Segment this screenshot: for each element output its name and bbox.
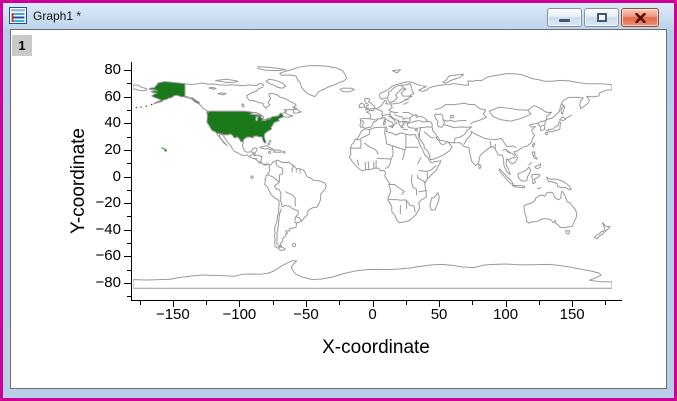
y-minor-tick (127, 296, 131, 298)
y-tick-label: −20 (95, 194, 121, 212)
y-minor-tick (127, 243, 131, 245)
graph-window-icon (9, 7, 27, 24)
region-eurasia (360, 74, 612, 175)
y-major-tick (124, 256, 131, 258)
y-major-tick (124, 149, 131, 151)
x-minor-tick (472, 301, 474, 305)
y-tick-label: −60 (95, 247, 121, 265)
restore-button[interactable] (584, 8, 619, 27)
x-major-tick (505, 301, 507, 307)
y-minor-tick (127, 163, 131, 165)
x-minor-tick (139, 301, 141, 305)
y-minor-tick (127, 136, 131, 138)
x-minor-tick (605, 301, 607, 305)
y-major-tick (124, 96, 131, 98)
restore-icon (596, 13, 607, 22)
x-minor-tick (538, 301, 540, 305)
x-axis-title: X-coordinate (322, 337, 430, 358)
graph-client-area: 1 (10, 29, 667, 389)
y-major-tick (124, 282, 131, 284)
minimize-button[interactable] (547, 8, 582, 27)
y-minor-tick (127, 189, 131, 191)
window-title: Graph1 * (33, 9, 82, 23)
x-major-tick (305, 301, 307, 307)
region-usa-highlighted (135, 82, 284, 152)
y-tick-label: 40 (104, 114, 121, 132)
country-borders-eurasia (361, 83, 552, 159)
close-icon (634, 12, 646, 23)
y-tick-label: 20 (104, 140, 121, 158)
x-tick-label: −50 (293, 306, 319, 323)
x-tick-label: 0 (368, 306, 377, 323)
world-map (133, 62, 612, 300)
x-minor-tick (339, 301, 341, 305)
y-axis-title: Y-coordinate (68, 128, 89, 234)
close-button[interactable] (621, 8, 659, 27)
y-tick-label: −80 (95, 273, 121, 291)
y-major-tick (124, 229, 131, 231)
y-minor-tick (127, 83, 131, 85)
y-tick-label: 80 (104, 61, 121, 79)
x-minor-tick (206, 301, 208, 305)
y-minor-tick (127, 269, 131, 271)
islands-caribbean (260, 140, 285, 153)
y-major-tick (124, 70, 131, 72)
region-antarctica (133, 261, 612, 289)
x-tick-label: −100 (222, 306, 257, 323)
y-tick-label: −40 (95, 220, 121, 238)
x-tick-label: 100 (493, 306, 519, 323)
y-minor-tick (127, 216, 131, 218)
lakes-north-america (209, 87, 271, 121)
x-major-tick (439, 301, 441, 307)
x-major-tick (239, 301, 241, 307)
x-major-tick (372, 301, 374, 307)
x-tick-label: −150 (155, 306, 190, 323)
x-minor-tick (272, 301, 274, 305)
y-minor-tick (127, 109, 131, 111)
islands-atlantic-europe (340, 70, 464, 131)
title-bar[interactable]: Graph1 * (3, 3, 674, 30)
region-south-america (251, 160, 326, 250)
country-borders-africa (350, 127, 436, 214)
y-axis-line (131, 62, 132, 301)
x-major-tick (572, 301, 574, 307)
islands-asia-oceania (479, 104, 610, 238)
y-major-tick (124, 176, 131, 178)
x-tick-label: 150 (559, 306, 585, 323)
y-major-tick (124, 203, 131, 205)
y-tick-label: 0 (112, 167, 121, 185)
y-tick-label: 60 (104, 87, 121, 105)
x-tick-label: 50 (430, 306, 448, 323)
layer-button[interactable]: 1 (12, 35, 32, 56)
minimize-icon (559, 19, 570, 22)
x-major-tick (172, 301, 174, 307)
x-axis-line (131, 300, 622, 301)
x-minor-tick (405, 301, 407, 305)
y-major-tick (124, 123, 131, 125)
